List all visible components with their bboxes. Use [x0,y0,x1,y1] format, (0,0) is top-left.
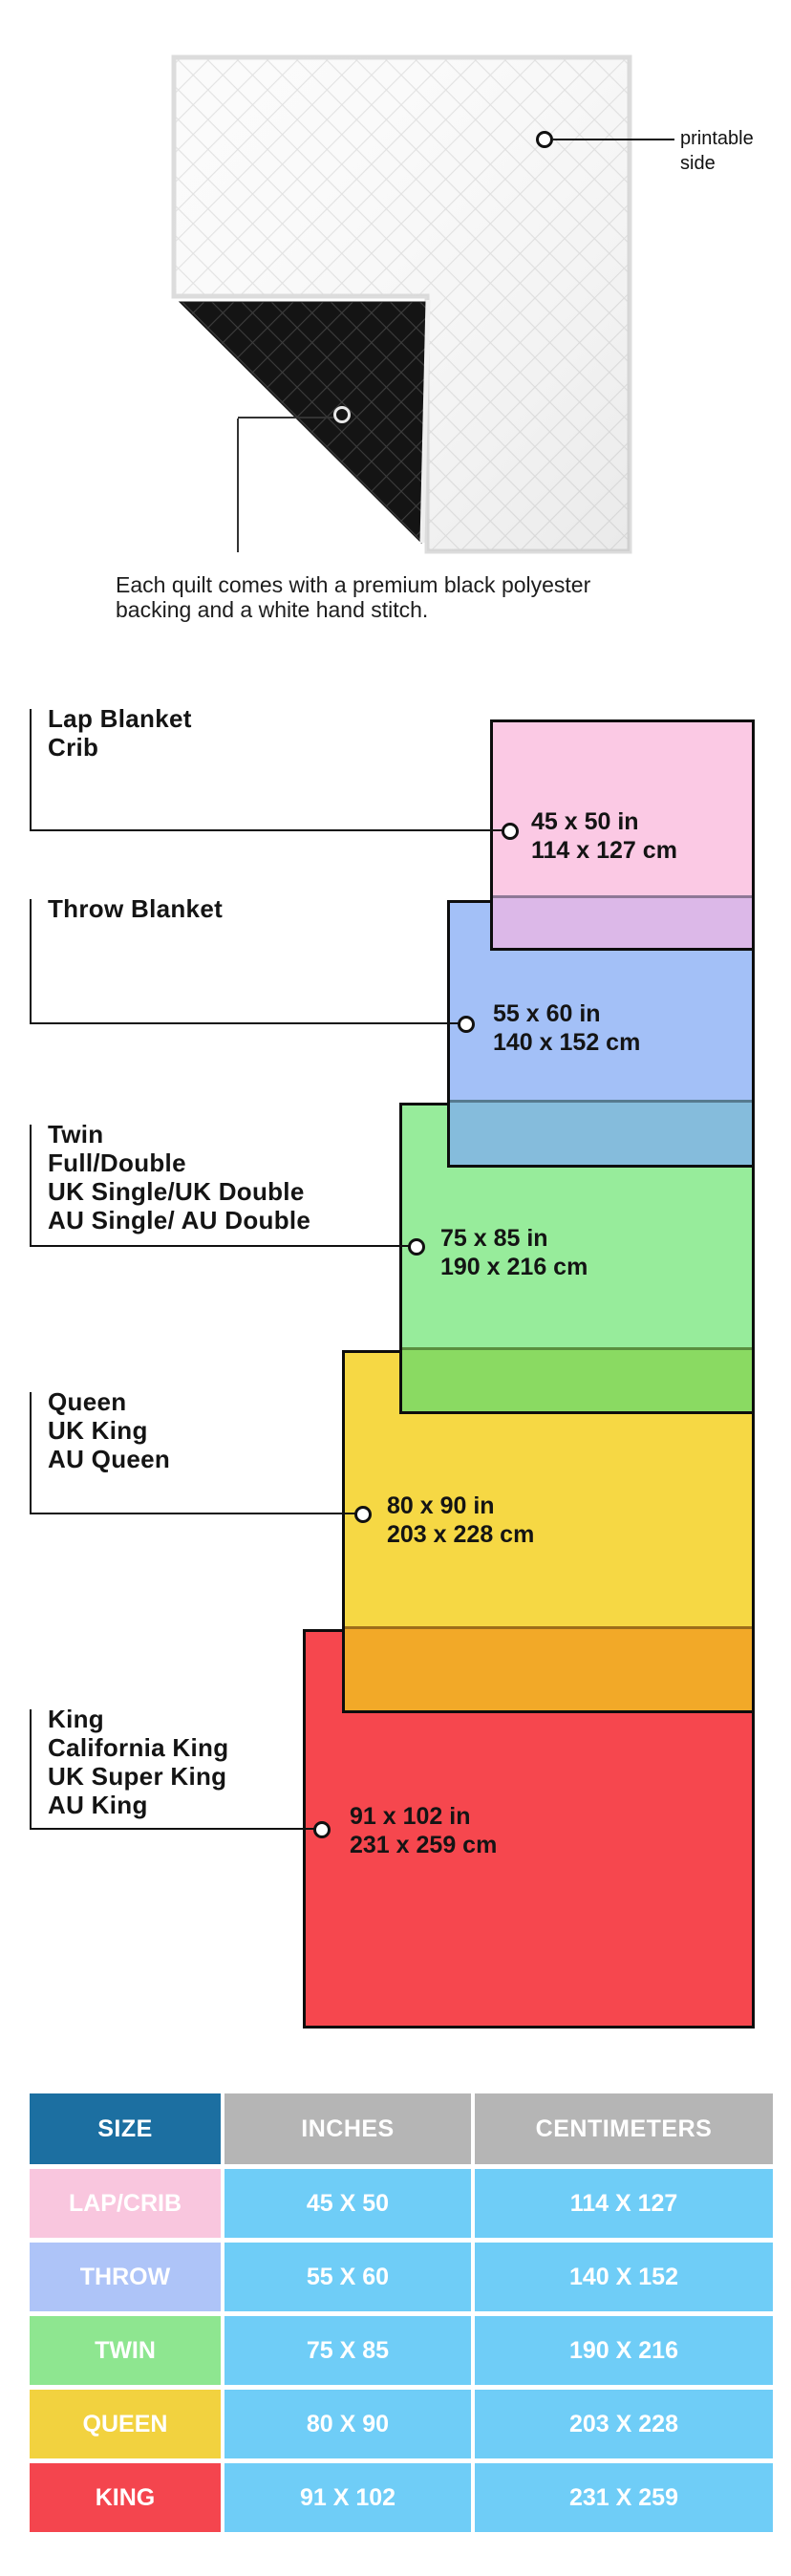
dot-lap [502,823,519,840]
label-line: Lap Blanket [48,704,192,733]
size-text-king: 91 x 102 in 231 x 259 cm [350,1802,497,1859]
printable-side-label: printable side [680,128,754,174]
table-row: THROW 55 X 60 140 X 152 [30,2243,773,2311]
label-line: UK King [48,1416,148,1445]
row-cm: 203 X 228 [475,2390,773,2458]
connector-v-lap [30,709,32,830]
connector-h-twin [30,1245,409,1247]
table-row: LAP/CRIB 45 X 50 114 X 127 [30,2169,773,2238]
backing-line-h [238,417,333,419]
backing-marker [333,406,351,423]
size-text-twin: 75 x 85 in 190 x 216 cm [440,1224,588,1281]
label-line: Twin [48,1120,104,1148]
quilt-description: Each quilt comes with a premium black po… [116,572,591,622]
label-twin: Twin Full/Double UK Single/UK Double AU … [48,1120,310,1234]
row-inches: 75 X 85 [224,2316,471,2385]
overlap-throw-twin [450,1100,752,1165]
label-line: Throw Blanket [48,894,224,923]
size-inches: 55 x 60 in [493,1000,601,1027]
label-line: AU Single/ AU Double [48,1206,311,1234]
overlap-queen-king [345,1626,752,1710]
row-label: THROW [30,2243,221,2311]
backing-line-v [237,419,239,552]
label-line: UK Single/UK Double [48,1177,305,1206]
connector-v-throw [30,899,32,1023]
size-cm: 140 x 152 cm [493,1029,641,1056]
row-label: QUEEN [30,2390,221,2458]
label-line: AU King [48,1791,148,1819]
label-throw: Throw Blanket [48,894,223,923]
label-line: King [48,1705,104,1733]
size-text-queen: 80 x 90 in 203 x 228 cm [387,1492,534,1549]
label-line: Full/Double [48,1148,186,1177]
row-cm: 114 X 127 [475,2169,773,2238]
quilt-front-sheen [174,57,630,551]
label-line: Queen [48,1387,127,1416]
size-inches: 80 x 90 in [387,1492,495,1519]
size-text-throw: 55 x 60 in 140 x 152 cm [493,999,640,1057]
dot-throw [458,1016,475,1033]
size-inches: 91 x 102 in [350,1803,471,1830]
header-centimeters: CENTIMETERS [475,2093,773,2164]
table-row: TWIN 75 X 85 190 X 216 [30,2316,773,2385]
header-size: SIZE [30,2093,221,2164]
label-queen: Queen UK King AU Queen [48,1387,170,1473]
size-cm: 231 x 259 cm [350,1832,498,1858]
size-rect-lap-crib [490,719,755,951]
connector-h-queen [30,1513,355,1514]
connector-h-lap [30,829,502,831]
size-table: SIZE INCHES CENTIMETERS LAP/CRIB 45 X 50… [30,2093,773,2537]
overlap-lap-throw [493,895,752,948]
header-inches: INCHES [224,2093,471,2164]
row-cm: 231 X 259 [475,2463,773,2532]
label-line: UK Super King [48,1762,227,1791]
label-line: Crib [48,733,99,762]
row-inches: 45 X 50 [224,2169,471,2238]
dot-twin [408,1238,425,1256]
size-text-lap: 45 x 50 in 114 x 127 cm [531,807,677,865]
row-label: TWIN [30,2316,221,2385]
connector-v-twin [30,1125,32,1246]
row-inches: 80 X 90 [224,2390,471,2458]
row-label: LAP/CRIB [30,2169,221,2238]
row-inches: 55 X 60 [224,2243,471,2311]
quilt-backing-fold [178,301,428,545]
row-inches: 91 X 102 [224,2463,471,2532]
size-cm: 203 x 228 cm [387,1521,535,1548]
label-lap-crib: Lap Blanket Crib [48,704,192,762]
label-line: AU Queen [48,1445,171,1473]
table-row: KING 91 X 102 231 X 259 [30,2463,773,2532]
row-cm: 140 X 152 [475,2243,773,2311]
connector-h-king [30,1828,314,1830]
label-king: King California King UK Super King AU Ki… [48,1705,228,1819]
size-cm: 114 x 127 cm [531,837,677,864]
row-cm: 190 X 216 [475,2316,773,2385]
connector-h-throw [30,1022,459,1024]
printable-side-marker [536,131,553,148]
connector-v-king [30,1709,32,1830]
dot-queen [354,1506,372,1523]
quilt-illustration [171,54,632,554]
printable-side-line [553,139,674,140]
table-header-row: SIZE INCHES CENTIMETERS [30,2093,773,2164]
size-cm: 190 x 216 cm [440,1254,588,1280]
quilt-binding-edge [419,299,431,544]
size-inches: 45 x 50 in [531,808,639,835]
table-row: QUEEN 80 X 90 203 X 228 [30,2390,773,2458]
dot-king [313,1821,331,1838]
label-line: California King [48,1733,229,1762]
row-label: KING [30,2463,221,2532]
overlap-twin-queen [402,1347,752,1411]
connector-v-queen [30,1392,32,1513]
size-inches: 75 x 85 in [440,1225,548,1252]
